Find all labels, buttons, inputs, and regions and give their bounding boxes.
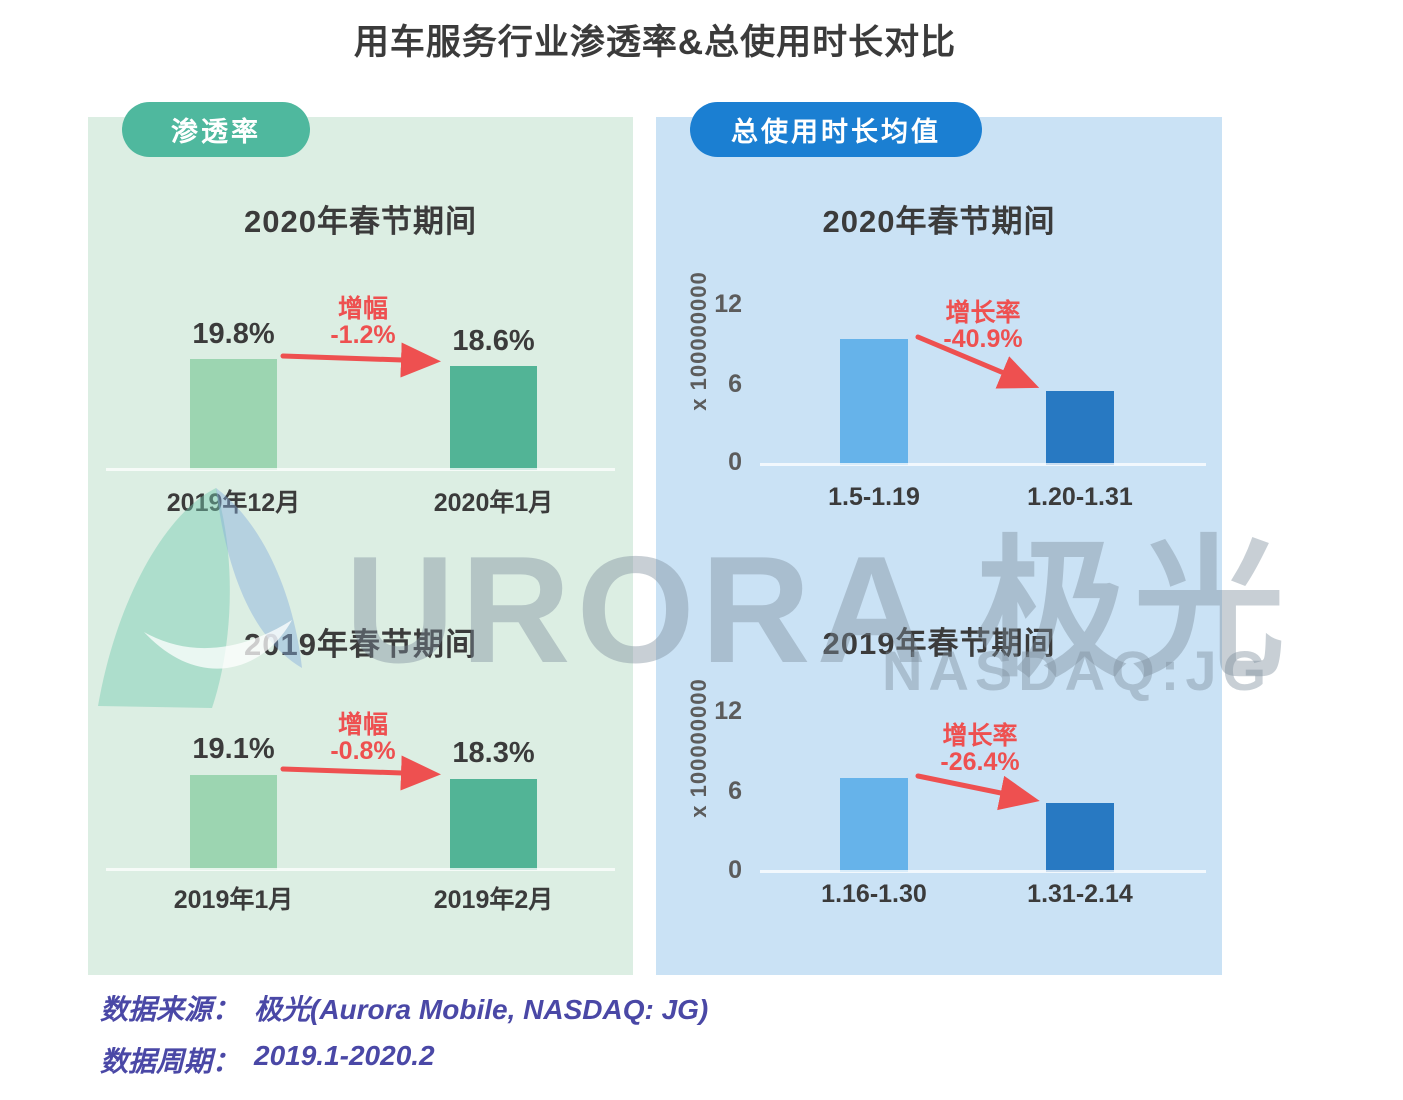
category-label: 1.16-1.30	[821, 880, 927, 908]
change-value: -1.2%	[330, 321, 396, 349]
category-label: 2019年2月	[433, 886, 554, 914]
data-period-value: 2019.1-2020.2	[254, 1040, 435, 1071]
y-axis-label: x 100000000	[686, 678, 711, 818]
bar-value-label: 19.1%	[192, 733, 275, 765]
data-source-line: 数据来源： 极光(Aurora Mobile, NASDAQ: JG)	[100, 988, 708, 1028]
y-tick-6: 6	[728, 777, 742, 805]
change-value: -40.9%	[943, 325, 1023, 353]
x-axis-line	[760, 870, 1206, 873]
chart-subtitle: 2019年春节期间	[244, 627, 477, 662]
category-label: 1.5-1.19	[828, 483, 920, 511]
change-value: -0.8%	[330, 737, 396, 765]
bar-2019-02	[450, 778, 537, 870]
change-label: 增幅	[337, 711, 388, 739]
data-source-value: 极光(Aurora Mobile, NASDAQ: JG)	[254, 994, 709, 1025]
chart-subtitle: 2019年春节期间	[822, 626, 1056, 661]
chart-penetration-2020: 2020年春节期间 19.8% 18.6% 增幅 -1.2% 2019年12月 …	[88, 117, 633, 975]
y-tick-0: 0	[728, 448, 742, 476]
bar-value-label: 18.3%	[452, 737, 535, 769]
chart-subtitle: 2020年春节期间	[822, 204, 1056, 239]
category-label: 2020年1月	[433, 489, 554, 517]
penetration-badge: 渗透率	[122, 102, 310, 157]
bar-jan5-jan19	[840, 338, 908, 465]
bar-value-label: 18.6%	[452, 325, 535, 357]
change-label: 增长率	[942, 722, 1018, 750]
x-axis-line	[106, 868, 615, 871]
bar-jan20-jan31	[1046, 390, 1114, 465]
bar-value-label: 19.8%	[192, 318, 275, 350]
category-label: 1.31-2.14	[1027, 880, 1133, 908]
data-period-label: 数据周期：	[100, 1046, 241, 1077]
category-label: 2019年12月	[166, 489, 301, 517]
y-tick-12: 12	[714, 697, 742, 725]
data-source-label: 数据来源：	[100, 994, 241, 1025]
chart-usage-2020: 2020年春节期间 x 100000000 12 6 0 增长率 -40.9% …	[656, 117, 1222, 975]
decrease-arrow-icon	[280, 755, 441, 791]
change-label: 增长率	[945, 299, 1021, 327]
penetration-panel: 2020年春节期间 19.8% 18.6% 增幅 -1.2% 2019年12月 …	[88, 117, 633, 975]
page-title: 用车服务行业渗透率&总使用时长对比	[353, 23, 957, 62]
decrease-arrow-icon	[915, 334, 1040, 389]
x-axis-line	[106, 468, 615, 471]
y-tick-6: 6	[728, 370, 742, 398]
usage-time-badge: 总使用时长均值	[690, 102, 982, 157]
y-tick-0: 0	[728, 856, 742, 884]
bar-2019-01	[190, 774, 277, 870]
chart-penetration-2019: 2019年春节期间 19.1% 18.3% 增幅 -0.8% 2019年1月 2…	[88, 117, 633, 975]
category-label: 2019年1月	[173, 886, 294, 914]
decrease-arrow-icon	[915, 773, 1040, 811]
bar-jan31-feb14	[1046, 802, 1114, 872]
bar-2020-01	[450, 365, 537, 470]
x-axis-line	[760, 463, 1206, 466]
y-tick-12: 12	[714, 290, 742, 318]
chart-usage-2019: 2019年春节期间 x 100000000 12 6 0 增长率 -26.4% …	[656, 117, 1222, 975]
category-label: 1.20-1.31	[1027, 483, 1133, 511]
chart-subtitle: 2020年春节期间	[244, 204, 477, 239]
bar-jan16-jan30	[840, 777, 908, 872]
bar-2019-12	[190, 359, 277, 470]
usage-time-panel: 2020年春节期间 x 100000000 12 6 0 增长率 -40.9% …	[656, 117, 1222, 975]
decrease-arrow-icon	[280, 342, 441, 378]
change-label: 增幅	[337, 295, 388, 323]
data-period-line: 数据周期： 2019.1-2020.2	[100, 1040, 435, 1080]
change-value: -26.4%	[940, 748, 1020, 776]
